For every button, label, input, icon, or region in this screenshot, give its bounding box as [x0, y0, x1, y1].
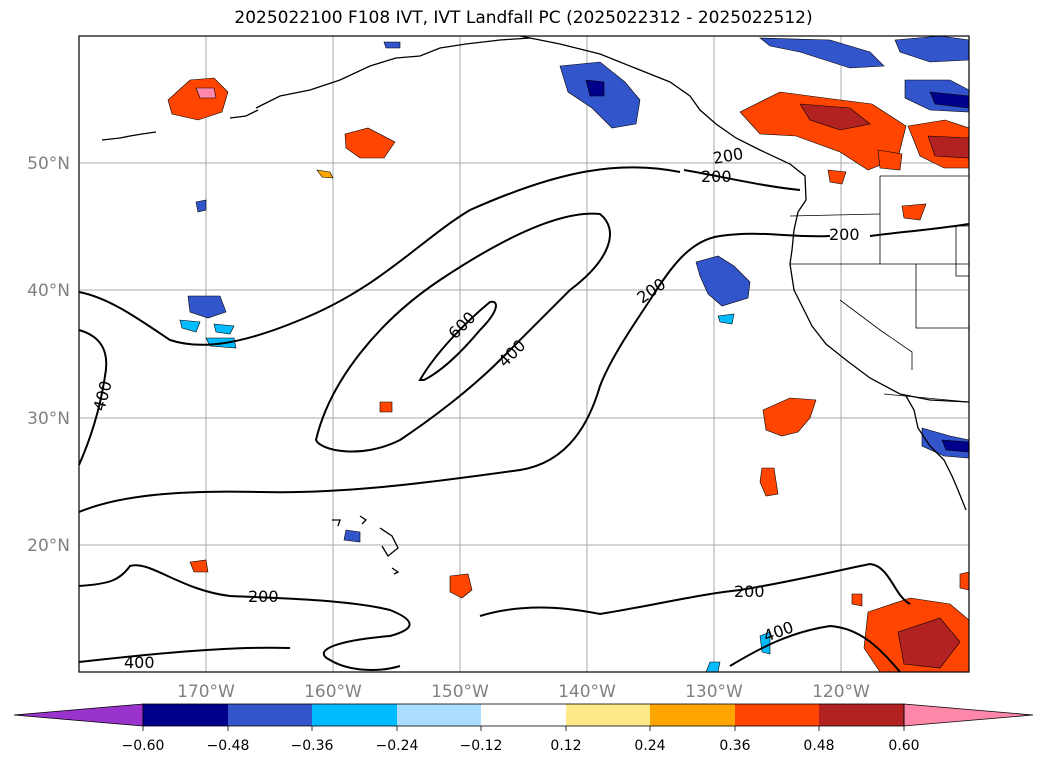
- map-panel: 600 400 400 200 200 200 200 200 200 400 …: [78, 35, 970, 673]
- lon-tick-label: 130°W: [685, 682, 743, 702]
- colorbar-tick-label: 0.12: [550, 738, 581, 754]
- contour-label: 200: [248, 587, 279, 606]
- colorbar-swatch: [819, 704, 904, 726]
- lat-tick-label: 40°N: [27, 281, 70, 301]
- colorbar-swatch: [481, 704, 566, 726]
- contour-label: 200: [829, 225, 860, 244]
- colorbar-swatch: [650, 704, 735, 726]
- lat-tick-labels: 50°N 40°N 30°N 20°N: [27, 154, 70, 556]
- colorbar-tick-label: −0.12: [460, 738, 503, 754]
- lon-tick-labels: 170°W 160°W 150°W 140°W 130°W 120°W: [177, 682, 870, 702]
- borders: [789, 175, 970, 403]
- lon-tick-label: 120°W: [812, 682, 870, 702]
- lon-tick-label: 160°W: [304, 682, 362, 702]
- colorbar-tick-label: −0.60: [122, 738, 165, 754]
- contour-label: 200: [734, 582, 765, 601]
- lon-tick-label: 150°W: [431, 682, 489, 702]
- colorbar-extend-high: [903, 703, 1034, 727]
- colorbar-swatch: [735, 704, 819, 726]
- contour-label: 200: [701, 167, 732, 186]
- lon-tick-label: 140°W: [558, 682, 616, 702]
- positive-ivt-anomalies: [167, 77, 970, 673]
- lat-tick-label: 50°N: [27, 154, 70, 174]
- colorbar-extend-low: [13, 703, 144, 727]
- lon-tick-label: 170°W: [177, 682, 235, 702]
- colorbar-swatch: [566, 704, 650, 726]
- colorbar-tick-label: 0.60: [888, 738, 919, 754]
- ivt-contours: [78, 166, 970, 673]
- colorbar-swatch: [312, 704, 397, 726]
- colorbar-swatch: [143, 704, 228, 726]
- colorbar-tick-label: 0.48: [803, 738, 834, 754]
- map-frame: [78, 35, 970, 673]
- colorbar-swatch: [228, 704, 312, 726]
- colorbar: −0.60 −0.48 −0.36 −0.24 −0.12 0.12 0.24 …: [13, 703, 1034, 754]
- colorbar-tick-marks: [142, 726, 905, 731]
- colorbar-tick-label: −0.48: [207, 738, 250, 754]
- colorbar-tick-label: −0.24: [376, 738, 419, 754]
- colorbar-tick-label: −0.36: [291, 738, 334, 754]
- map-title: 2025022100 F108 IVT, IVT Landfall PC (20…: [234, 8, 813, 28]
- coastlines: [101, 35, 970, 575]
- colorbar-tick-label: 0.24: [634, 738, 665, 754]
- contour-label: 400: [124, 653, 155, 672]
- lat-tick-label: 20°N: [27, 536, 70, 556]
- colorbar-swatch: [397, 704, 481, 726]
- colorbar-tick-label: 0.36: [719, 738, 750, 754]
- lat-tick-label: 30°N: [27, 409, 70, 429]
